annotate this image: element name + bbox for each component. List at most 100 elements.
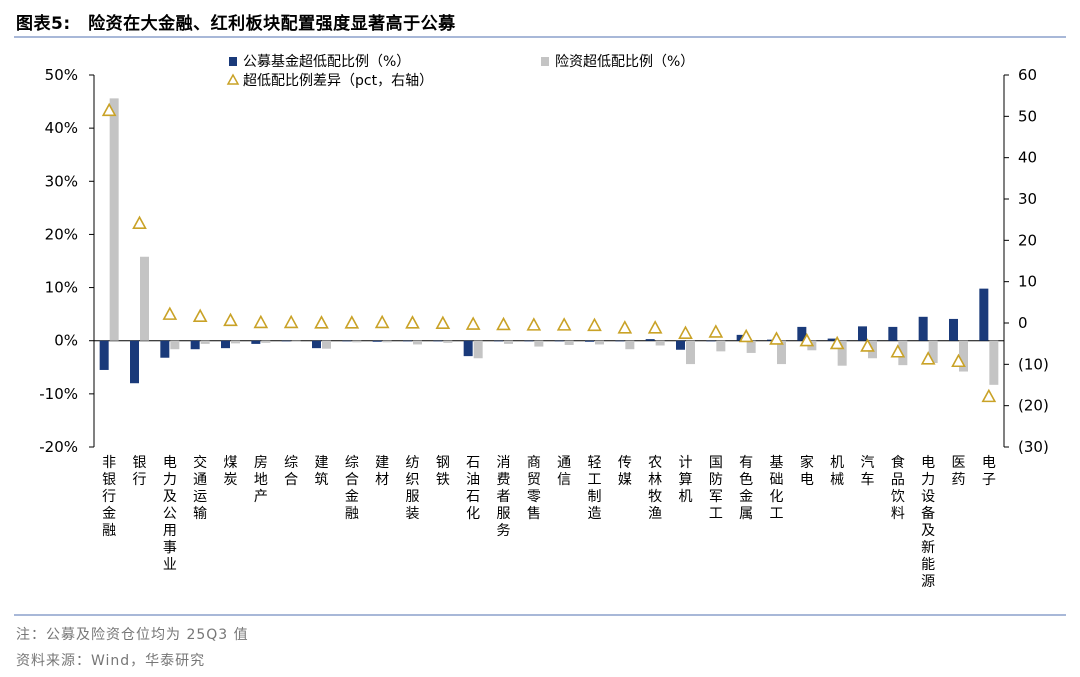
marker-difference <box>496 316 511 331</box>
marker-difference <box>769 331 784 345</box>
bar-insurance <box>928 340 938 364</box>
category-label: 石油石化 <box>466 455 480 522</box>
marker-difference <box>405 315 420 329</box>
bar-insurance <box>352 340 362 343</box>
legend-label: 超低配比例差异（pct，右轴） <box>243 73 433 89</box>
right-axis-tick-label: 10 <box>1018 273 1037 291</box>
left-axis-tick-label: 20% <box>45 225 78 243</box>
legend-swatch <box>541 57 549 66</box>
marker-difference <box>556 317 572 331</box>
category-label: 电力设备及新能源 <box>921 455 935 590</box>
bar-mutual-fund <box>524 340 534 342</box>
marker-difference <box>860 338 875 352</box>
bar-insurance <box>231 340 240 344</box>
category-label: 机械 <box>830 455 844 488</box>
bar-insurance <box>261 340 271 343</box>
category-label: 交通运输 <box>193 454 207 522</box>
marker-difference <box>890 344 906 358</box>
marker-difference <box>435 315 451 330</box>
category-label: 计算机 <box>679 455 693 505</box>
bar-mutual-fund <box>706 340 716 342</box>
bar-mutual-fund <box>251 340 261 344</box>
category-label: 家电 <box>800 454 814 488</box>
category-label: 纺织服装 <box>406 455 420 522</box>
bar-mutual-fund <box>888 326 898 341</box>
bar-insurance <box>534 340 544 347</box>
marker-difference <box>678 325 693 339</box>
bar-insurance <box>109 98 119 341</box>
category-label: 建材 <box>375 455 389 488</box>
marker-difference <box>162 306 178 320</box>
category-label: 非银行金融 <box>102 455 116 539</box>
bar-insurance <box>989 340 999 385</box>
bar-insurance <box>959 340 968 372</box>
right-axis-tick-label: (20) <box>1018 397 1049 415</box>
bar-mutual-fund <box>736 334 746 341</box>
bar-mutual-fund <box>494 340 503 342</box>
bar-mutual-fund <box>949 318 958 341</box>
marker-difference <box>829 335 845 350</box>
bar-mutual-fund <box>615 340 625 342</box>
category-label: 通信 <box>557 455 571 488</box>
right-axis-tick-label: 30 <box>1018 190 1037 208</box>
bar-mutual-fund <box>221 340 230 349</box>
bar-insurance <box>413 340 422 345</box>
bar-mutual-fund <box>403 340 412 342</box>
marker-difference <box>283 314 299 329</box>
category-label: 医药 <box>952 455 966 488</box>
category-label: 钢铁 <box>436 455 450 488</box>
right-axis-tick-label: 60 <box>1018 66 1037 84</box>
bar-mutual-fund <box>160 340 170 358</box>
bar-mutual-fund <box>312 340 321 349</box>
marker-difference <box>981 388 997 403</box>
category-label: 基础化工 <box>770 454 784 522</box>
marker-difference <box>526 317 542 331</box>
bar-insurance <box>322 340 331 349</box>
left-axis-tick-label: 40% <box>45 119 78 137</box>
marker-difference <box>314 315 329 329</box>
bar-insurance <box>898 340 908 366</box>
title-bar: 图表5: 险资在大金融、红利板块配置强度显著高于公募 <box>14 6 1066 38</box>
bar-mutual-fund <box>918 316 928 341</box>
marker-difference <box>132 215 147 229</box>
right-axis-tick-label: 0 <box>1018 314 1028 332</box>
right-axis-tick-label: 50 <box>1018 107 1037 125</box>
category-label: 消费者服务 <box>497 455 511 539</box>
right-axis-tick-label: 20 <box>1018 231 1037 249</box>
bar-mutual-fund <box>130 340 139 384</box>
bar-mutual-fund <box>797 326 807 341</box>
bar-insurance <box>473 340 483 359</box>
left-axis-tick-label: -20% <box>39 438 78 456</box>
bar-insurance <box>382 340 392 343</box>
marker-difference <box>192 308 208 323</box>
marker-difference <box>465 316 481 330</box>
bar-insurance <box>746 340 756 353</box>
marker-difference <box>951 353 966 368</box>
bar-mutual-fund <box>342 340 352 342</box>
category-label: 汽车 <box>861 455 875 488</box>
legend-label: 险资超低配比例（%） <box>555 54 694 70</box>
category-label: 有色金属 <box>739 455 753 522</box>
marker-difference <box>647 320 663 334</box>
marker-difference <box>799 332 815 347</box>
source-note: 资料来源：Wind，华泰研究 <box>16 653 206 669</box>
marker-difference <box>738 328 754 343</box>
marker-difference <box>223 312 238 327</box>
bar-mutual-fund <box>463 340 473 357</box>
category-label: 综合金融 <box>345 455 359 522</box>
category-label: 煤炭 <box>224 455 238 488</box>
bar-insurance <box>170 340 180 350</box>
bar-mutual-fund <box>645 339 655 341</box>
left-axis-tick-label: 30% <box>45 172 78 190</box>
bar-mutual-fund <box>767 339 776 341</box>
category-label: 建筑 <box>315 455 329 488</box>
category-label: 轻工制造 <box>588 455 602 522</box>
figure-title: 图表5: 险资在大金融、红利板块配置强度显著高于公募 <box>16 14 456 34</box>
marker-difference <box>708 324 724 338</box>
category-label: 农林牧渔 <box>648 455 662 522</box>
bar-mutual-fund <box>190 340 200 350</box>
category-label: 电力及公用事业 <box>163 455 177 573</box>
bar-insurance <box>625 340 635 350</box>
bar-insurance <box>140 256 149 341</box>
marker-difference <box>374 314 390 329</box>
